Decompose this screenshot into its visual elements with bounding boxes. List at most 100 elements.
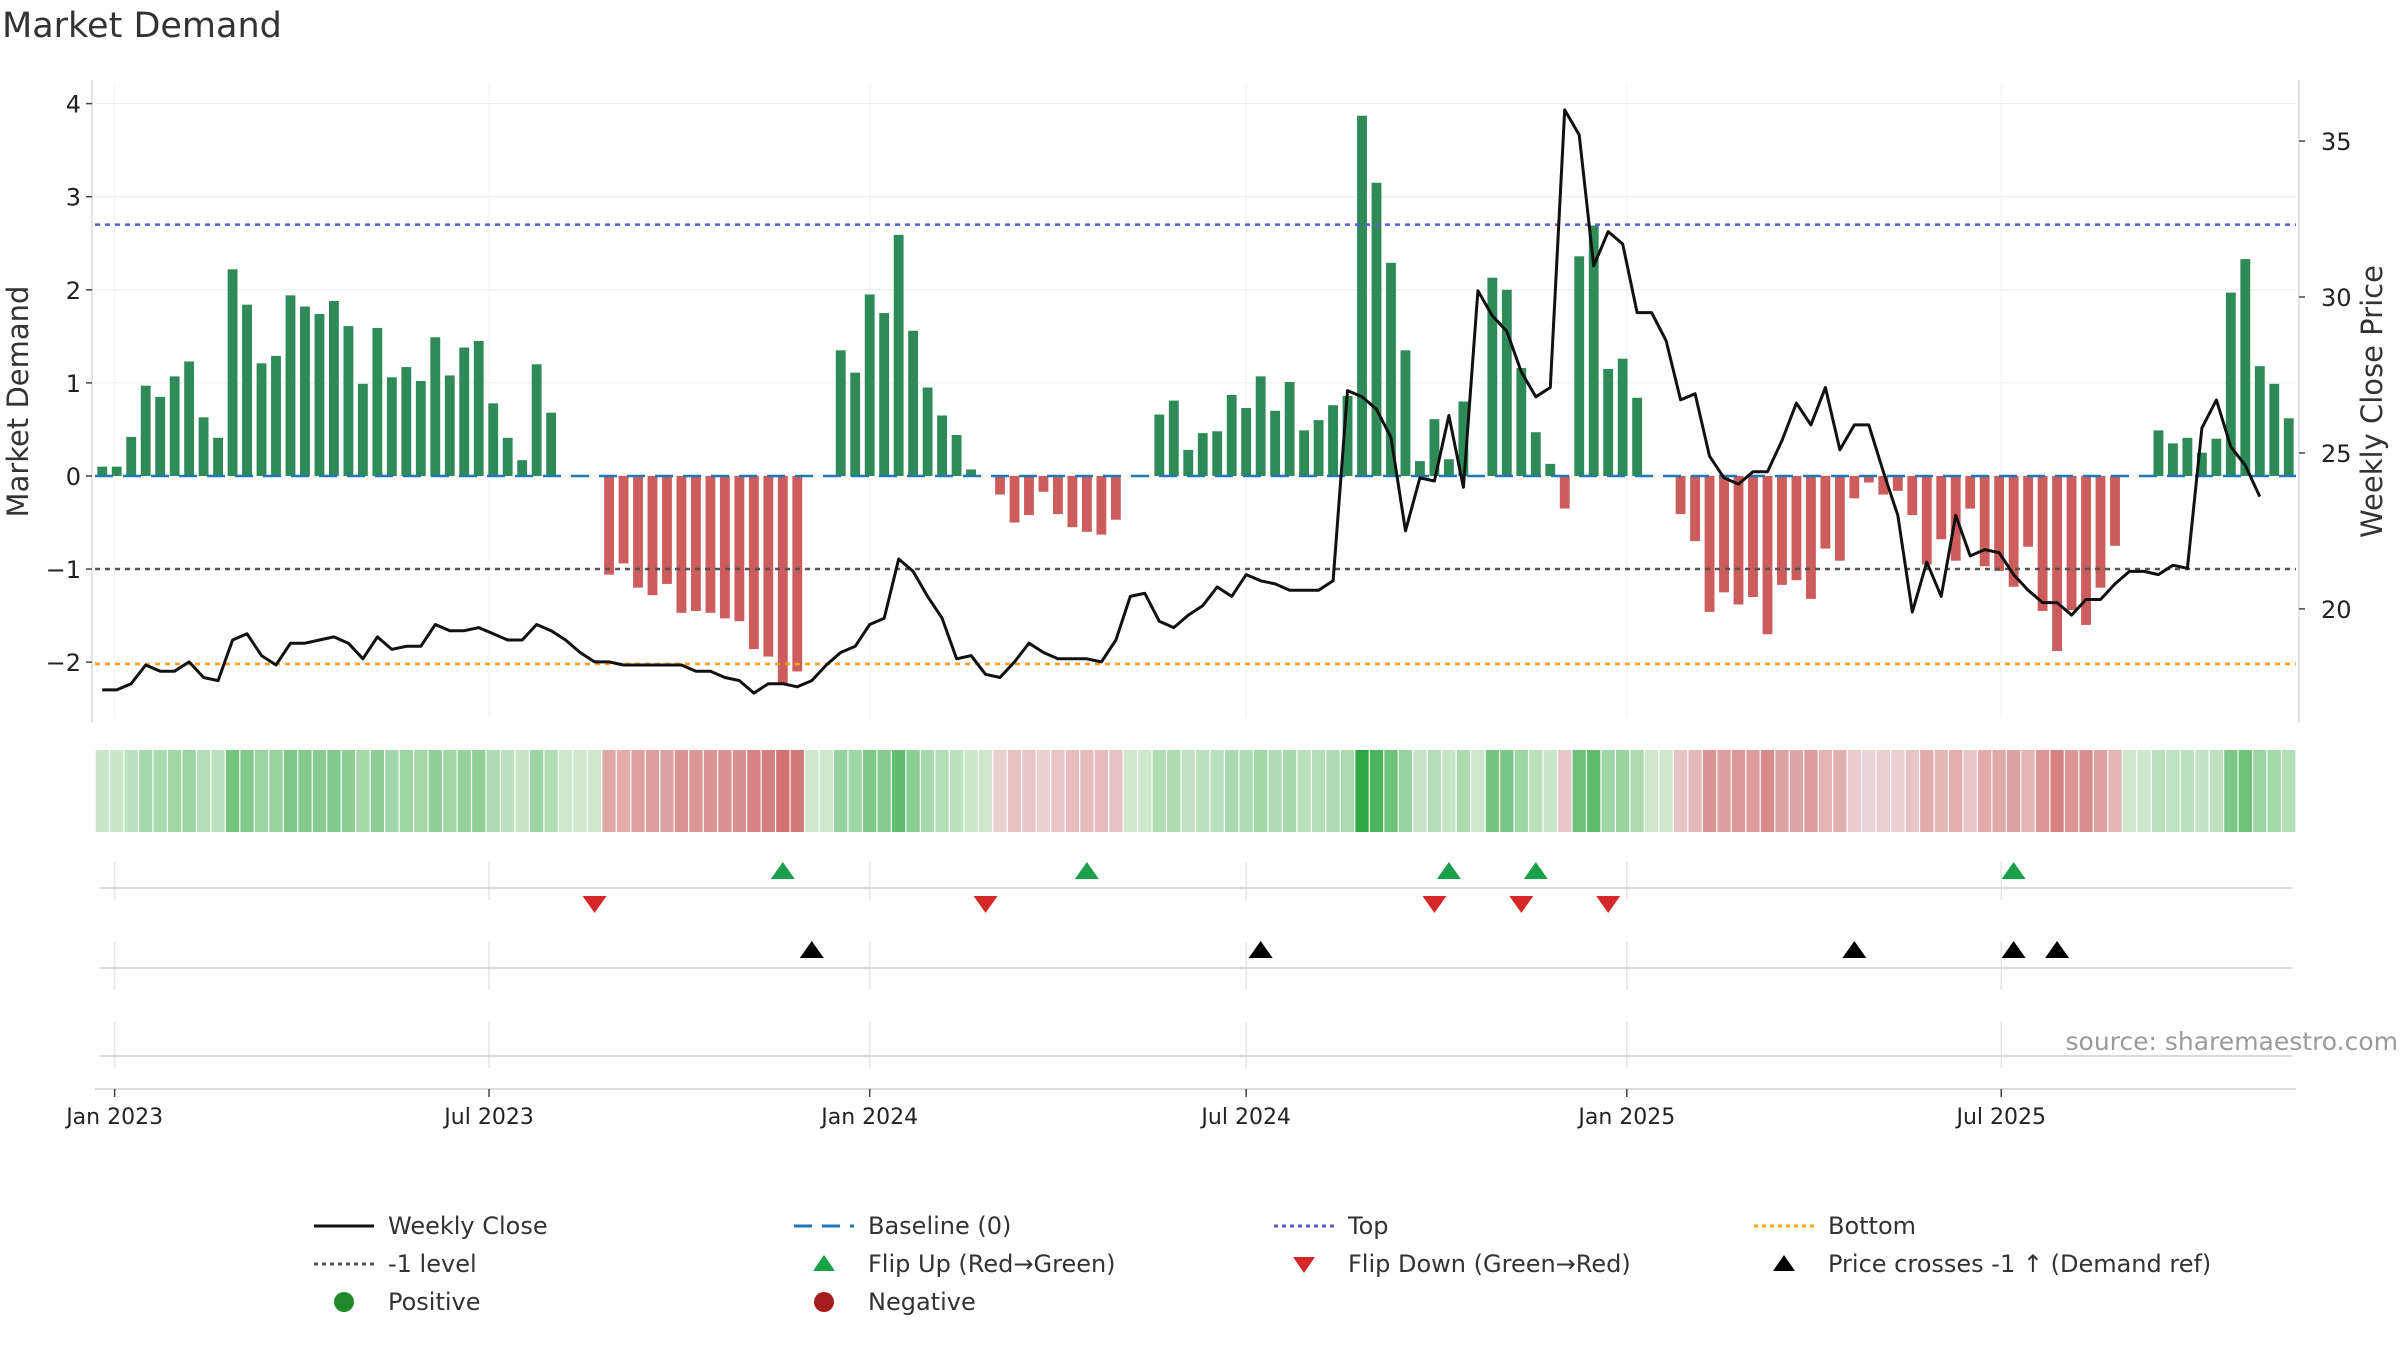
demand-bar [2095, 475, 2106, 588]
heat-strip-cell [674, 750, 689, 832]
heat-strip-cell [978, 750, 993, 832]
demand-bar [2211, 438, 2222, 476]
heat-strip-cell [2093, 750, 2108, 832]
demand-bar [1386, 262, 1396, 476]
demand-bar [1357, 115, 1367, 476]
flip-up-marker [2001, 862, 2026, 879]
y-tick-label-left: 0 [66, 463, 81, 491]
y-tick-label-right: 35 [2321, 128, 2352, 156]
heat-strip-cell [428, 750, 442, 832]
demand-bar [1429, 419, 1440, 476]
x-tick-label: Jul 2025 [1954, 1105, 2046, 1130]
heat-strip-cell [153, 750, 167, 832]
heat-strip-cell [848, 750, 862, 832]
heat-strip-cell [501, 750, 515, 832]
x-tick-label: Jul 2024 [1199, 1105, 1291, 1130]
demand-bar [922, 387, 933, 476]
demand-bar [1516, 367, 1527, 476]
heat-strip-cell [1804, 750, 1818, 832]
heat-strip-cell [356, 750, 370, 832]
demand-bar [1791, 475, 1802, 581]
demand-bar [1096, 475, 1107, 535]
heat-strip-cell [1920, 750, 1934, 832]
demand-bar [1313, 420, 1324, 476]
demand-bar [1805, 475, 1816, 599]
heat-strip-cell [2253, 750, 2267, 832]
heat-strip-cell [370, 750, 385, 832]
heat-strip-cell [298, 750, 312, 832]
heat-strip-cell [1340, 750, 1355, 832]
demand-bar [2240, 259, 2251, 476]
flip-up-marker [1074, 862, 1099, 879]
heat-strip-cell [240, 750, 254, 832]
demand-bar [1270, 410, 1281, 476]
demand-bar [850, 372, 861, 476]
legend-baseline: Baseline (0) [790, 1212, 1011, 1240]
demand-bar [1733, 475, 1744, 605]
demand-bar [343, 326, 354, 476]
heat-strip-cell [1152, 750, 1166, 832]
heat-strip-cell [457, 750, 471, 832]
legend-top: Top [1270, 1212, 1389, 1240]
heat-strip-cell [1572, 750, 1586, 832]
heat-strip-cell [2122, 750, 2137, 832]
heat-strip-cell [645, 750, 660, 832]
heat-strip-cell [327, 750, 341, 832]
heat-strip-cell [2282, 750, 2296, 832]
price-cross-marker [799, 941, 824, 958]
demand-bar [647, 475, 658, 596]
demand-bar [662, 475, 672, 584]
heat-strip-cell [1326, 750, 1340, 832]
heat-strip-cell [906, 750, 920, 832]
demand-bar [1834, 475, 1845, 561]
heat-strip-cell [587, 750, 602, 832]
heat-strip-cell [414, 750, 428, 832]
demand-bar [386, 377, 397, 476]
demand-bar [1965, 475, 1976, 509]
legend-label: Weekly Close [388, 1212, 548, 1240]
demand-bar [502, 437, 513, 476]
demand-bar [531, 364, 542, 476]
heat-strip-cell [211, 750, 225, 832]
heat-strip-cell [1225, 750, 1239, 832]
demand-bar [1574, 256, 1585, 476]
legend-minus1: -1 level [310, 1250, 477, 1278]
demand-bar [691, 475, 701, 611]
flip-up-marker [1523, 862, 1548, 879]
demand-bar [719, 475, 730, 619]
heat-strip-cell [790, 750, 804, 832]
y-axis-label-left: Market Demand [1, 286, 35, 518]
heat-strip-cell [2238, 750, 2252, 832]
heat-strip-cell [254, 750, 269, 832]
demand-bar [1342, 395, 1353, 476]
heat-strip-cell [2209, 750, 2223, 832]
heat-strip-cell [892, 750, 906, 832]
black-up-triangle-icon [1773, 1255, 1795, 1271]
y-axis-label-right: Weekly Close Price [2355, 265, 2389, 538]
legend-baseline-icon [794, 1224, 854, 1228]
heat-strip-cell [1746, 750, 1760, 832]
demand-bar [1009, 475, 1020, 523]
demand-bar [2110, 475, 2120, 546]
heat-strip-cell [920, 750, 935, 832]
heat-strip-cell [703, 750, 718, 832]
heat-strip-cell [1109, 750, 1123, 832]
demand-bar [1154, 414, 1165, 476]
demand-bar [2008, 475, 2019, 587]
heat-strip-cell [949, 750, 964, 832]
heat-strip-cell [1094, 750, 1109, 832]
heat-strip-cell [1514, 750, 1528, 832]
demand-bar [618, 475, 629, 564]
heat-strip-cell [1500, 750, 1514, 832]
heat-strip-cell [1702, 750, 1717, 832]
demand-bar [1328, 405, 1338, 476]
legend-bottom: Bottom [1750, 1212, 1916, 1240]
heat-strip-cell [1282, 750, 1297, 832]
heat-strip-cell [1123, 750, 1137, 832]
heat-strip-cell [1818, 750, 1833, 832]
heat-strip-cell [530, 750, 544, 832]
heat-strip-cell [283, 750, 298, 832]
heat-strip-cell [1543, 750, 1557, 832]
legend-negative: Negative [790, 1288, 976, 1316]
chart-title: Market Demand [2, 6, 282, 46]
